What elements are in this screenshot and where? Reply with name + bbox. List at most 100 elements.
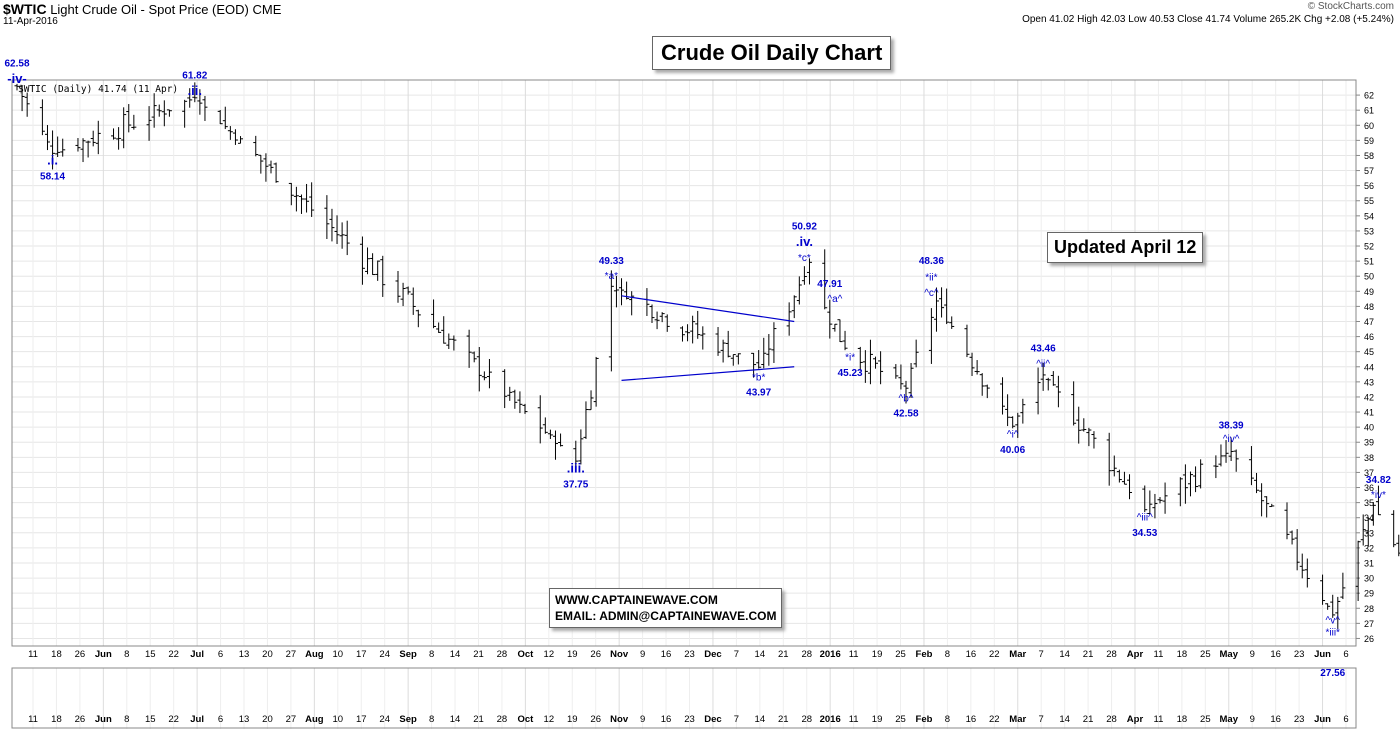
x-tick-label: 11	[28, 649, 38, 660]
x-tick-label: 2016	[820, 649, 841, 660]
wave-label: .ii.	[188, 83, 202, 98]
wave-label: -iv-	[7, 71, 27, 86]
x-tick-label-lower: 11	[28, 714, 38, 725]
x-tick-label-lower: 26	[590, 714, 601, 725]
updated-note: Updated April 12	[1047, 232, 1204, 263]
exchange: CME	[252, 2, 282, 17]
x-tick-label-lower: Dec	[704, 714, 721, 725]
y-tick-label: 58	[1364, 151, 1374, 161]
x-tick-label: May	[1220, 649, 1239, 660]
wave-label: ^i^	[1007, 430, 1019, 441]
x-tick-label-lower: 22	[989, 714, 1000, 725]
x-tick-label-lower: 19	[872, 714, 883, 725]
brand-logo: © StockCharts.com	[1307, 1, 1394, 12]
x-tick-label-lower: 8	[945, 714, 950, 725]
grid-lines	[12, 80, 1356, 729]
x-tick-label-lower: May	[1220, 714, 1239, 725]
x-tick-label: 15	[145, 649, 156, 660]
x-tick-label-lower: 24	[379, 714, 390, 725]
x-tick-label: 22	[989, 649, 1000, 660]
y-tick-label: 35	[1364, 498, 1374, 508]
wave-label: ^c^	[924, 288, 939, 299]
x-tick-label-lower: 17	[356, 714, 367, 725]
symbol-header: $WTIC Light Crude Oil - Spot Price (EOD)…	[3, 1, 281, 17]
x-tick-label: Jun	[95, 649, 112, 660]
x-tick-label: Dec	[704, 649, 721, 660]
x-tick-label: 26	[75, 649, 86, 660]
x-tick-label-lower: 7	[734, 714, 739, 725]
x-tick-label-lower: 26	[75, 714, 86, 725]
x-tick-label-lower: 23	[1294, 714, 1305, 725]
x-tick-label: 9	[640, 649, 645, 660]
y-axis-ticks: 26 27 28 29 30 31 32 33 34 35 36 37 38 39 40 41 42 43 44 45…	[1356, 91, 1374, 644]
x-tick-label-lower: 22	[168, 714, 179, 725]
x-tick-label: 14	[450, 649, 461, 660]
x-tick-label: Sep	[399, 649, 417, 660]
wave-label: ^ii^	[1036, 359, 1050, 370]
y-tick-label: 44	[1364, 362, 1374, 372]
x-tick-label-lower: 23	[684, 714, 695, 725]
wave-label: 45.23	[838, 368, 863, 379]
x-tick-label-lower: 21	[1083, 714, 1094, 725]
wave-label: 58.14	[40, 172, 65, 183]
x-tick-label: 11	[1153, 649, 1163, 660]
x-tick-label: 24	[379, 649, 390, 660]
wave-label: ^a^	[827, 294, 842, 305]
y-tick-label: 29	[1364, 589, 1374, 599]
wave-label: 42.58	[893, 409, 918, 420]
x-tick-label-lower: 28	[801, 714, 812, 725]
x-tick-label-lower: 10	[333, 714, 344, 725]
x-tick-label: 21	[778, 649, 789, 660]
y-tick-label: 54	[1364, 211, 1374, 221]
x-tick-label: 10	[333, 649, 344, 660]
x-tick-label-lower: 11	[849, 714, 859, 725]
x-tick-label: 23	[1294, 649, 1305, 660]
x-tick-label-lower: 18	[1177, 714, 1188, 725]
wave-label: 40.06	[1000, 445, 1025, 456]
y-tick-label: 36	[1364, 483, 1374, 493]
x-tick-label: Mar	[1009, 649, 1026, 660]
x-tick-label-lower: 13	[239, 714, 250, 725]
x-tick-label-lower: 25	[895, 714, 906, 725]
symbol: $WTIC	[3, 1, 47, 17]
y-tick-label: 53	[1364, 226, 1374, 236]
x-tick-label-lower: Mar	[1009, 714, 1026, 725]
x-axis-ticks: 11 11 18 18 26 26 Jun Jun 8 8 15 15 22 22 Jul Jul 6 6 13 13…	[28, 649, 1349, 725]
x-tick-label-lower: 27	[286, 714, 297, 725]
wave-label: 49.33	[599, 256, 624, 267]
x-tick-label-lower: 25	[1200, 714, 1211, 725]
wave-labels: 62.58 -iv- 61.82 .ii. .i. 58.14 .iii. 37.75 49.3…	[4, 58, 1391, 679]
wave-label: 50.92	[792, 221, 817, 232]
x-tick-label-lower: 14	[755, 714, 766, 725]
x-tick-label-lower: 8	[429, 714, 434, 725]
lower-panel-frame	[11, 667, 1357, 729]
x-tick-label-lower: Jul	[190, 714, 204, 725]
y-tick-label: 60	[1364, 121, 1374, 131]
x-tick-label: 22	[168, 649, 179, 660]
x-tick-label: Jul	[190, 649, 204, 660]
x-tick-label: Feb	[916, 649, 933, 660]
x-tick-label: Apr	[1127, 649, 1144, 660]
x-tick-label-lower: Aug	[305, 714, 324, 725]
x-tick-label: Jun	[1314, 649, 1331, 660]
y-tick-label: 46	[1364, 332, 1374, 342]
wave-label: 61.82	[182, 70, 207, 81]
x-tick-label: 14	[755, 649, 766, 660]
x-tick-label: 20	[262, 649, 273, 660]
x-tick-label: 23	[684, 649, 695, 660]
y-tick-label: 59	[1364, 136, 1374, 146]
x-tick-label: 25	[1200, 649, 1211, 660]
x-tick-label: Aug	[305, 649, 324, 660]
x-tick-label: 27	[286, 649, 297, 660]
x-tick-label-lower: 9	[640, 714, 645, 725]
wave-label: ^iii^	[1137, 513, 1153, 524]
x-tick-label-lower: Sep	[399, 714, 417, 725]
wave-label: 34.53	[1132, 528, 1157, 539]
chart-date: 11-Apr-2016	[3, 16, 58, 27]
wave-label: 43.97	[746, 387, 771, 398]
y-tick-label: 61	[1364, 106, 1374, 116]
x-tick-label-lower: 6	[1343, 714, 1348, 725]
x-tick-label: 14	[1059, 649, 1070, 660]
y-tick-label: 28	[1364, 604, 1374, 614]
